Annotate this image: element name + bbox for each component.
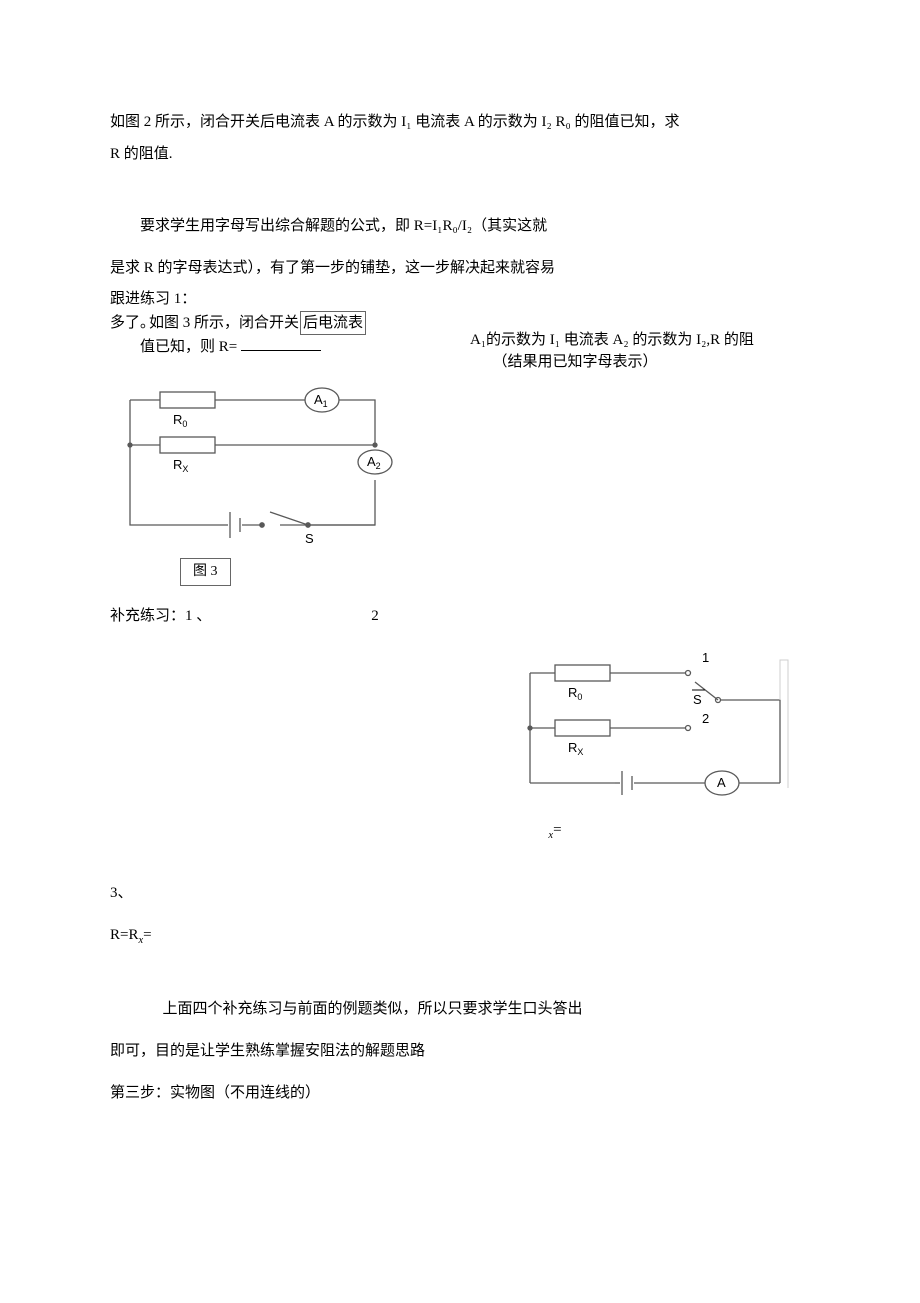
supplement-label: 补充练习：: [110, 608, 185, 624]
circuit2-n2-label: 2: [702, 711, 709, 726]
conclusion-line-2: 即可，目的是让学生熟练掌握安阻法的解题思路: [110, 1039, 820, 1063]
practice1-left2: 值已知，则 R=: [140, 339, 237, 355]
circuit1-Rx-label: RX: [173, 457, 188, 474]
circuit-diagram-2: R0 RX A 1 2 S: [110, 648, 820, 808]
practice1-right2: （结果用已知字母表示）: [470, 351, 754, 374]
practice1-left1b-box: 后电流表: [300, 311, 366, 336]
practice1-heading: 跟进练习 1：: [110, 288, 820, 311]
explain-line-2: 是求 R 的字母表达式），有了第一步的铺垫，这一步解决起来就容易: [110, 256, 820, 280]
blank-R: [241, 335, 321, 351]
circuit2-Rx-label: RX: [568, 740, 583, 757]
intro-line-1: 如图 2 所示，闭合开关后电流表 A 的示数为 I₁ 电流表 A 的示数为 I₂…: [110, 110, 820, 134]
circuit1-S-label: S: [305, 531, 314, 546]
practice1-left1a: 如图 3 所示，闭合开关: [149, 315, 299, 331]
r-rx-equals: R=Rx=: [110, 923, 820, 950]
circuit1-caption: 图 3: [180, 558, 231, 586]
circuit2-R0-label: R0: [568, 685, 582, 702]
item-3: 3、: [110, 881, 820, 905]
intro-line-2: R 的阻值.: [110, 142, 820, 166]
explain-line-1: 要求学生用字母写出综合解题的公式，即 R=I₁R₀/I₂（其实这就: [110, 214, 820, 238]
circuit1-A1-label: A1: [314, 392, 328, 409]
circuit2-A-label: A: [717, 775, 726, 790]
supplement-two: 2: [371, 604, 379, 628]
practice1-right1: A₁的示数为 I₁ 电流表 A₂ 的示数为 I₂,R 的阻: [470, 329, 754, 352]
circuit2-S-label: S: [693, 692, 702, 707]
x-equals: x=: [110, 818, 820, 845]
circuit1-R0-label: R0: [173, 412, 187, 429]
conclusion-line-1: 上面四个补充练习与前面的例题类似，所以只要求学生口头答出: [110, 997, 820, 1021]
circuit1-A2-label: A2: [367, 454, 381, 471]
step-3: 第三步：实物图（不用连线的）: [110, 1081, 820, 1105]
supplement-one: 1 、: [185, 608, 211, 624]
circuit2-n1-label: 1: [702, 650, 709, 665]
circuit-diagram-1: R0 RX A1 A2 S 图 3: [110, 380, 820, 586]
